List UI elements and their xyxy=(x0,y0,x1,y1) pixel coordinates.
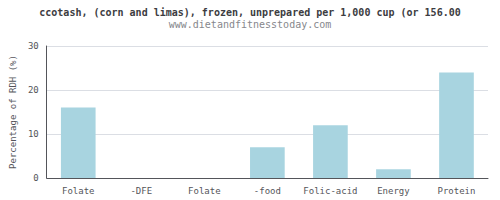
svg-text:ccotash, (corn and limas), fro: ccotash, (corn and limas), frozen, unpre… xyxy=(39,7,460,18)
svg-text:0: 0 xyxy=(33,173,38,183)
svg-text:10: 10 xyxy=(28,129,39,139)
svg-text:Folate: Folate xyxy=(188,186,221,196)
svg-text:Folic-acid: Folic-acid xyxy=(303,186,357,196)
svg-text:Protein: Protein xyxy=(438,186,476,196)
svg-text:www.dietandfitnesstoday.com: www.dietandfitnesstoday.com xyxy=(169,19,332,30)
svg-text:-DFE: -DFE xyxy=(130,186,152,196)
svg-text:Folate: Folate xyxy=(62,186,95,196)
svg-text:20: 20 xyxy=(28,85,39,95)
svg-text:Energy: Energy xyxy=(377,186,410,196)
svg-text:30: 30 xyxy=(28,41,39,51)
svg-text:Percentage of RDH (%): Percentage of RDH (%) xyxy=(8,55,18,169)
svg-text:-food: -food xyxy=(254,186,281,196)
